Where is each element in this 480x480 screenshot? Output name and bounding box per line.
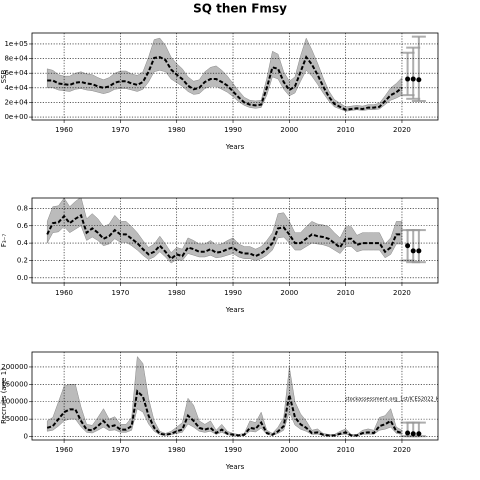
median-line xyxy=(47,55,403,111)
forecast-point xyxy=(405,430,411,436)
x-axis-label: Years xyxy=(225,306,245,314)
y-tick-label: 1e+05 xyxy=(4,40,28,48)
forecast-point xyxy=(416,248,422,254)
x-tick-label: 2000 xyxy=(280,446,298,454)
x-axis-label: Years xyxy=(225,463,245,471)
x-tick-label: 2010 xyxy=(337,126,355,134)
forecast-point xyxy=(405,76,411,82)
y-tick-label: 8e+04 xyxy=(4,55,28,63)
y-tick-label: 0.4 xyxy=(17,239,29,247)
x-tick-label: 1960 xyxy=(55,446,73,454)
y-tick-label: 0.0 xyxy=(17,274,28,282)
y-tick-label: 4e+04 xyxy=(4,84,28,92)
x-tick-label: 2000 xyxy=(280,289,298,297)
confidence-band xyxy=(46,198,403,264)
y-tick-label: 0 xyxy=(24,433,28,441)
x-tick-label: 1980 xyxy=(168,126,186,134)
axes-frame xyxy=(31,351,439,441)
y-tick-label: 200000 xyxy=(1,363,28,371)
x-tick-label: 2010 xyxy=(337,289,355,297)
forecast-point xyxy=(416,77,422,83)
y-tick-label: 0.8 xyxy=(17,204,28,212)
x-tick-label: 1990 xyxy=(224,126,242,134)
median-line xyxy=(46,213,402,261)
forecast-point xyxy=(416,431,422,437)
plot-area: stockassessment.org_1st/ICES2022_HaD_FIN… xyxy=(46,355,480,438)
x-axis-label: Years xyxy=(225,143,245,151)
y-tick-label: 100000 xyxy=(1,398,28,406)
x-tick-label: 1990 xyxy=(224,289,242,297)
x-tick-label: 1970 xyxy=(111,289,129,297)
y-tick-label: 6e+04 xyxy=(4,69,28,77)
x-tick-label: 1980 xyxy=(168,289,186,297)
forecast-point xyxy=(410,431,416,437)
annotation: stockassessment.org_1st/ICES2022_HaD_FIN… xyxy=(345,397,480,403)
x-tick-label: 1970 xyxy=(111,126,129,134)
y-tick-label: 2e+04 xyxy=(4,98,28,106)
x-tick-label: 2000 xyxy=(280,126,298,134)
chart-title: SQ then Fmsy xyxy=(193,2,287,16)
x-tick-label: 1970 xyxy=(111,446,129,454)
x-tick-label: 1980 xyxy=(168,446,186,454)
x-tick-label: 2020 xyxy=(393,126,411,134)
x-tick-label: 2010 xyxy=(337,446,355,454)
confidence-band xyxy=(46,37,403,112)
y-tick-label: 0.6 xyxy=(17,222,29,230)
y-tick-label: 0e+00 xyxy=(4,113,28,121)
plot-area xyxy=(46,35,426,112)
y-tick-label: 150000 xyxy=(1,380,28,388)
y-axis-label: SSB xyxy=(0,69,8,83)
x-tick-label: 1960 xyxy=(55,289,73,297)
y-axis-label: F₃₋₇ xyxy=(0,234,8,248)
x-tick-label: 1990 xyxy=(224,446,242,454)
y-tick-label: 0.2 xyxy=(17,256,28,264)
y-tick-label: 50000 xyxy=(6,415,28,423)
forecast-point xyxy=(410,248,416,254)
axes-frame xyxy=(31,197,439,284)
x-tick-label: 1960 xyxy=(55,126,73,134)
forecast-point xyxy=(410,76,416,82)
x-tick-label: 2020 xyxy=(393,446,411,454)
plot-area xyxy=(46,198,426,264)
x-tick-label: 2020 xyxy=(393,289,411,297)
y-axis-label: Recruits (age 1) xyxy=(0,368,8,424)
forecast-point xyxy=(405,243,411,249)
axes-frame xyxy=(31,32,439,121)
